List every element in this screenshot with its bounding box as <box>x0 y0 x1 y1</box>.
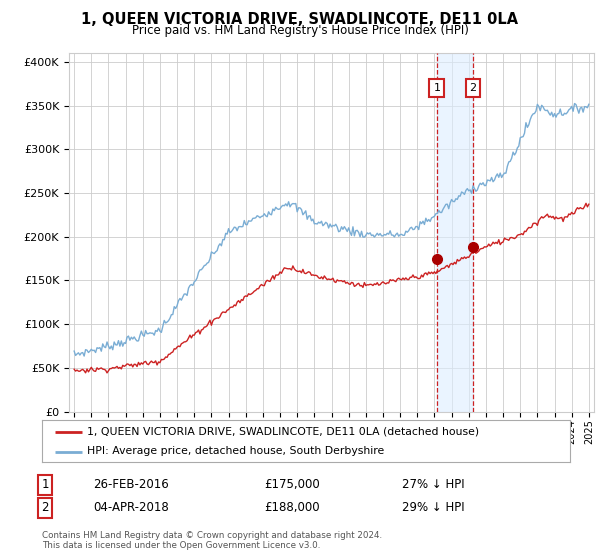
Text: 1, QUEEN VICTORIA DRIVE, SWADLINCOTE, DE11 0LA (detached house): 1, QUEEN VICTORIA DRIVE, SWADLINCOTE, DE… <box>87 427 479 437</box>
Text: Price paid vs. HM Land Registry's House Price Index (HPI): Price paid vs. HM Land Registry's House … <box>131 24 469 37</box>
Text: £188,000: £188,000 <box>264 501 320 515</box>
Text: 1, QUEEN VICTORIA DRIVE, SWADLINCOTE, DE11 0LA: 1, QUEEN VICTORIA DRIVE, SWADLINCOTE, DE… <box>82 12 518 27</box>
Bar <box>437 53 473 412</box>
Text: Contains HM Land Registry data © Crown copyright and database right 2024.
This d: Contains HM Land Registry data © Crown c… <box>42 531 382 550</box>
Text: 1: 1 <box>41 478 49 492</box>
Text: 2: 2 <box>41 501 49 515</box>
Text: 29% ↓ HPI: 29% ↓ HPI <box>402 501 464 515</box>
Text: 1: 1 <box>433 83 440 93</box>
Text: £175,000: £175,000 <box>264 478 320 492</box>
Text: 27% ↓ HPI: 27% ↓ HPI <box>402 478 464 492</box>
Text: 2: 2 <box>469 83 476 93</box>
Text: 04-APR-2018: 04-APR-2018 <box>93 501 169 515</box>
Text: 26-FEB-2016: 26-FEB-2016 <box>93 478 169 492</box>
Text: HPI: Average price, detached house, South Derbyshire: HPI: Average price, detached house, Sout… <box>87 446 384 456</box>
